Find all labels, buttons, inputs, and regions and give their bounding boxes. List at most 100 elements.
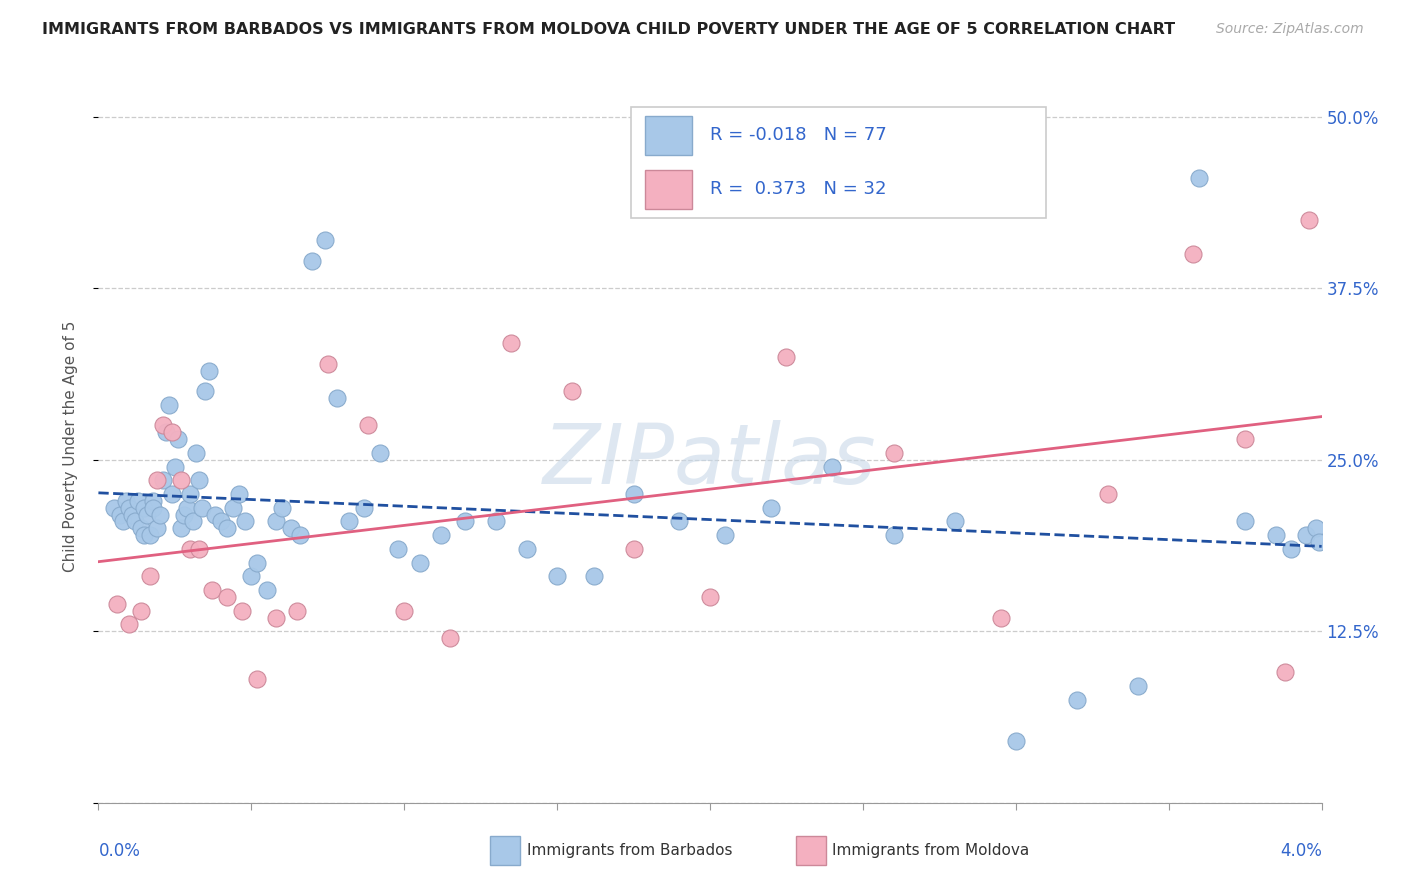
Point bbox=[233, 515, 256, 529]
Point bbox=[181, 515, 204, 529]
Point bbox=[188, 541, 211, 556]
Point bbox=[176, 500, 198, 515]
Point bbox=[1298, 212, 1320, 227]
Point bbox=[145, 473, 167, 487]
Point bbox=[1188, 171, 1211, 186]
Point bbox=[883, 446, 905, 460]
Point bbox=[285, 604, 308, 618]
Point bbox=[337, 515, 360, 529]
Point bbox=[943, 515, 966, 529]
Text: IMMIGRANTS FROM BARBADOS VS IMMIGRANTS FROM MOLDOVA CHILD POVERTY UNDER THE AGE : IMMIGRANTS FROM BARBADOS VS IMMIGRANTS F… bbox=[42, 22, 1175, 37]
Point bbox=[714, 528, 737, 542]
Point bbox=[392, 604, 416, 618]
Point bbox=[231, 604, 253, 618]
Point bbox=[118, 500, 141, 515]
Point bbox=[111, 515, 134, 529]
Text: Immigrants from Barbados: Immigrants from Barbados bbox=[526, 843, 733, 858]
Point bbox=[179, 541, 201, 556]
Point bbox=[167, 432, 190, 446]
Point bbox=[179, 487, 201, 501]
Point bbox=[160, 487, 183, 501]
Point bbox=[115, 494, 138, 508]
Text: R = -0.018   N = 77: R = -0.018 N = 77 bbox=[710, 127, 887, 145]
Point bbox=[485, 515, 508, 529]
Point bbox=[561, 384, 583, 398]
Point bbox=[246, 673, 269, 687]
Point bbox=[194, 384, 217, 398]
Point bbox=[240, 569, 263, 583]
Point bbox=[821, 459, 844, 474]
Point bbox=[1274, 665, 1296, 680]
Point bbox=[215, 521, 238, 535]
Point bbox=[188, 473, 211, 487]
Point bbox=[775, 350, 797, 364]
Point bbox=[173, 508, 195, 522]
Point bbox=[1066, 693, 1088, 707]
Point bbox=[222, 500, 245, 515]
Point bbox=[215, 590, 238, 604]
Point bbox=[134, 528, 156, 542]
Point bbox=[129, 521, 152, 535]
FancyBboxPatch shape bbox=[489, 837, 520, 865]
Point bbox=[228, 487, 250, 501]
FancyBboxPatch shape bbox=[645, 116, 692, 155]
Point bbox=[142, 500, 165, 515]
Point bbox=[170, 521, 193, 535]
Point bbox=[546, 569, 568, 583]
Point bbox=[582, 569, 605, 583]
Text: 0.0%: 0.0% bbox=[98, 842, 141, 860]
Point bbox=[121, 508, 143, 522]
Point bbox=[108, 508, 131, 522]
Text: Immigrants from Moldova: Immigrants from Moldova bbox=[832, 843, 1029, 858]
Point bbox=[1305, 521, 1327, 535]
Point bbox=[290, 528, 312, 542]
Point bbox=[163, 459, 186, 474]
Point bbox=[1308, 535, 1330, 549]
Y-axis label: Child Poverty Under the Age of 5: Child Poverty Under the Age of 5 bbox=[63, 320, 77, 572]
Point bbox=[264, 610, 287, 624]
Point bbox=[152, 418, 174, 433]
Point bbox=[759, 500, 782, 515]
Text: 4.0%: 4.0% bbox=[1279, 842, 1322, 860]
Point bbox=[1234, 432, 1257, 446]
Point bbox=[256, 583, 278, 598]
Point bbox=[280, 521, 302, 535]
Point bbox=[1182, 247, 1205, 261]
Point bbox=[129, 604, 152, 618]
Point bbox=[170, 473, 193, 487]
Point bbox=[209, 515, 232, 529]
Point bbox=[314, 233, 336, 247]
Point bbox=[439, 631, 461, 645]
Point bbox=[316, 357, 339, 371]
Point bbox=[368, 446, 391, 460]
Point bbox=[155, 425, 177, 440]
Point bbox=[105, 597, 128, 611]
Point bbox=[160, 425, 183, 440]
Point bbox=[1097, 487, 1119, 501]
Point bbox=[356, 418, 378, 433]
FancyBboxPatch shape bbox=[630, 107, 1046, 218]
Text: Source: ZipAtlas.com: Source: ZipAtlas.com bbox=[1216, 22, 1364, 37]
Point bbox=[152, 473, 174, 487]
Point bbox=[699, 590, 721, 604]
Point bbox=[191, 500, 214, 515]
Point bbox=[264, 515, 287, 529]
Point bbox=[124, 515, 146, 529]
Point bbox=[118, 617, 141, 632]
Point bbox=[136, 508, 159, 522]
Point bbox=[134, 500, 156, 515]
Point bbox=[623, 541, 645, 556]
Point bbox=[1295, 528, 1317, 542]
Point bbox=[149, 508, 172, 522]
Point bbox=[1279, 541, 1302, 556]
Point bbox=[990, 610, 1012, 624]
Point bbox=[623, 487, 645, 501]
Point bbox=[139, 528, 162, 542]
Point bbox=[430, 528, 453, 542]
Point bbox=[501, 336, 523, 351]
Point bbox=[204, 508, 226, 522]
Point bbox=[668, 515, 690, 529]
Text: ZIPatlas: ZIPatlas bbox=[543, 420, 877, 500]
Point bbox=[200, 583, 222, 598]
Point bbox=[408, 556, 430, 570]
